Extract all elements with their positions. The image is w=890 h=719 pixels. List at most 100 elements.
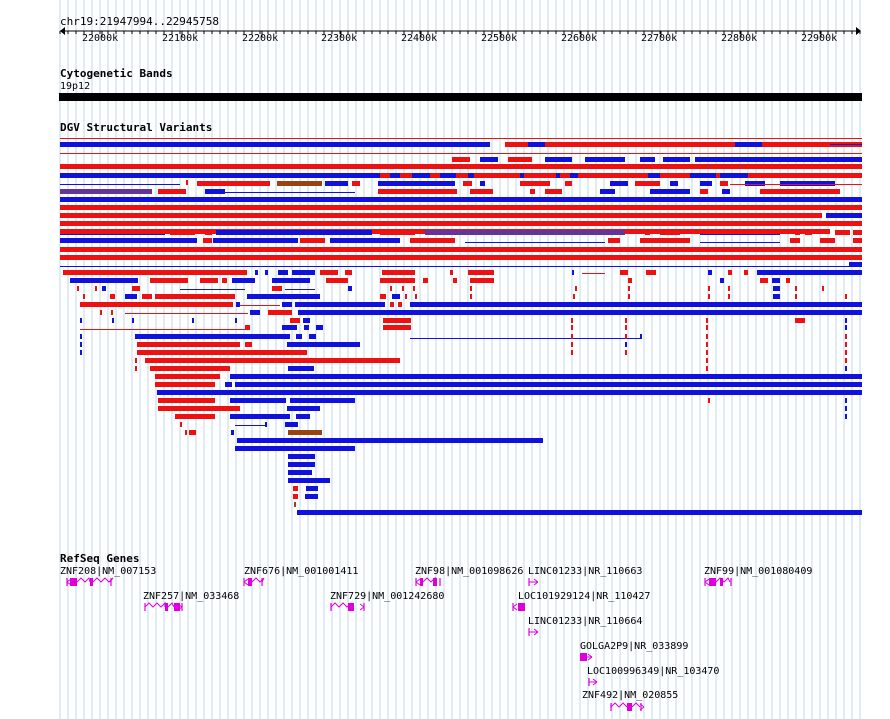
sv-feature — [608, 238, 620, 243]
sv-feature — [625, 334, 627, 339]
sv-feature — [413, 286, 415, 291]
sv-feature — [470, 286, 472, 291]
sv-feature — [773, 294, 780, 299]
sv-feature — [470, 278, 494, 283]
sv-feature — [304, 325, 309, 330]
sv-feature — [60, 238, 197, 243]
sv-feature — [60, 142, 490, 147]
sv-feature — [565, 181, 572, 186]
sv-feature — [352, 181, 360, 186]
sv-feature — [235, 446, 355, 451]
sv-feature — [70, 278, 138, 283]
sv-feature — [412, 173, 430, 178]
sv-feature — [112, 318, 114, 323]
sv-feature — [80, 342, 82, 347]
sv-feature — [760, 278, 768, 283]
sv-feature — [288, 454, 315, 459]
strand-arrow — [704, 578, 710, 586]
gene-label[interactable]: ZNF492|NM_020855 — [582, 690, 679, 701]
sv-feature — [382, 270, 415, 275]
sv-feature — [470, 189, 493, 194]
sv-feature — [845, 358, 847, 363]
sv-feature — [745, 181, 765, 186]
sv-feature — [155, 294, 235, 299]
sv-feature — [795, 286, 797, 291]
sv-feature — [600, 189, 615, 194]
gene-label[interactable]: LINC01233|NR_110664 — [528, 616, 643, 627]
gene-label[interactable]: GOLGA2P9|NR_033899 — [580, 641, 689, 652]
gene-label[interactable]: LOC101929124|NR_110427 — [518, 591, 651, 602]
sv-feature — [383, 318, 411, 323]
sv-feature — [640, 334, 642, 339]
sv-feature — [650, 142, 712, 147]
gene-label[interactable]: ZNF729|NM_001242680 — [330, 591, 445, 602]
sv-feature — [545, 189, 562, 194]
sv-feature — [392, 294, 400, 299]
sv-feature — [853, 238, 862, 243]
sv-feature — [468, 173, 474, 178]
sv-feature — [845, 406, 847, 411]
sv-feature — [135, 358, 137, 363]
scale-tick-label: 22900k — [801, 33, 838, 44]
sv-feature — [720, 181, 728, 186]
scale-tick-label: 22000k — [82, 33, 119, 44]
sv-feature — [556, 173, 560, 178]
sv-feature — [292, 270, 315, 275]
sv-feature — [572, 270, 574, 275]
sv-feature — [845, 398, 847, 403]
scale-ruler[interactable] — [0, 24, 890, 44]
sv-feature — [60, 205, 862, 210]
sv-feature — [282, 302, 292, 307]
sv-feature — [780, 181, 835, 186]
sv-feature — [585, 157, 625, 162]
sv-feature — [728, 294, 730, 299]
sv-feature — [628, 286, 630, 291]
sv-feature — [60, 164, 862, 169]
gene-label[interactable]: LINC01233|NR_110663 — [528, 566, 643, 577]
sv-feature — [410, 302, 862, 307]
sv-feature — [845, 318, 847, 323]
gene-label[interactable]: ZNF676|NM_001001411 — [244, 566, 359, 577]
strand-arrow — [415, 578, 421, 586]
dgv-track-title: DGV Structural Variants — [60, 121, 213, 134]
gene-exon — [720, 578, 723, 586]
sv-feature — [192, 318, 194, 323]
sv-feature — [505, 142, 518, 147]
sv-feature — [63, 270, 247, 275]
gene-label[interactable]: ZNF99|NM_001080409 — [704, 566, 813, 577]
sv-feature — [247, 294, 320, 299]
sv-feature — [706, 350, 708, 355]
cytoband-track-title: Cytogenetic Bands — [60, 67, 173, 80]
sv-feature — [186, 180, 188, 185]
sv-feature — [520, 173, 524, 178]
gene-label[interactable]: ZNF208|NM_007153 — [60, 566, 157, 577]
sv-feature — [835, 230, 850, 235]
sv-feature — [571, 350, 573, 355]
sv-feature — [287, 342, 360, 347]
strand-arrow — [592, 678, 598, 686]
sv-feature — [380, 173, 862, 178]
sv-feature — [845, 350, 847, 355]
sv-feature — [760, 189, 840, 194]
gene-label[interactable]: ZNF257|NM_033468 — [143, 591, 240, 602]
sv-feature — [571, 342, 573, 347]
sv-feature — [480, 181, 485, 186]
sv-feature — [216, 230, 372, 235]
gene-label[interactable]: ZNF98|NM_001098626 — [415, 566, 524, 577]
scale-tick-label: 22400k — [401, 33, 438, 44]
sv-feature — [610, 181, 628, 186]
gene-label[interactable]: LOC100996349|NR_103470 — [587, 666, 720, 677]
sv-feature — [60, 247, 862, 252]
sv-feature — [288, 470, 312, 475]
sv-feature — [398, 302, 402, 307]
sv-feature — [770, 142, 785, 147]
sv-feature — [180, 422, 182, 427]
sv-feature — [285, 422, 298, 427]
sv-feature — [95, 286, 97, 291]
sv-feature — [135, 366, 137, 371]
cytoband-bar[interactable] — [59, 93, 862, 101]
sv-feature — [650, 189, 690, 194]
